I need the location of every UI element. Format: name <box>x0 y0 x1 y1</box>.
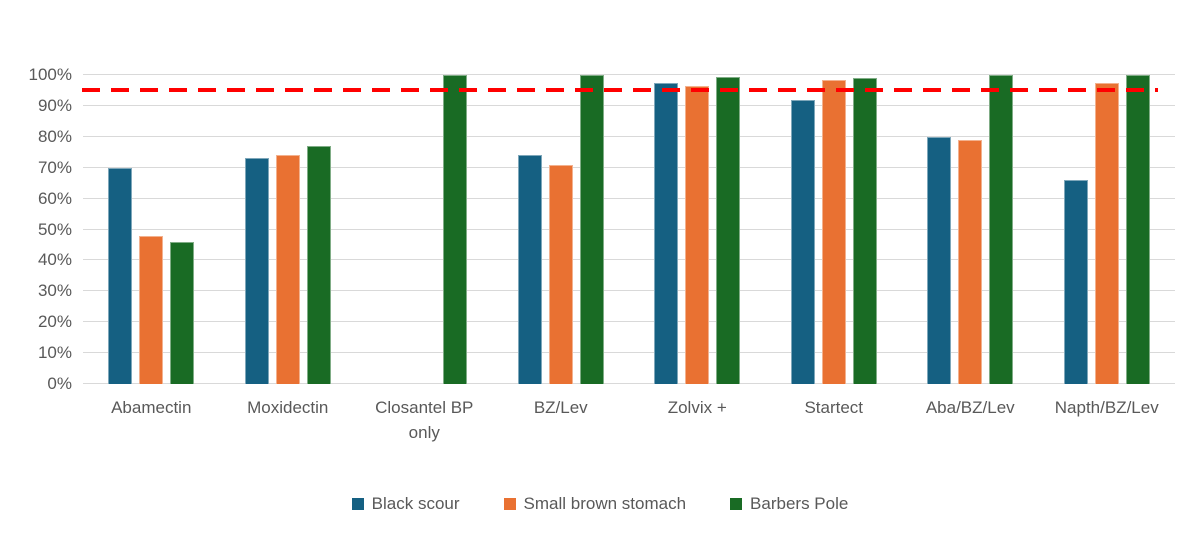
bar-group-startect <box>766 75 903 384</box>
legend-swatch-icon <box>730 498 743 510</box>
legend-swatch-icon <box>351 498 364 510</box>
bar-black-scour-aba-bz-lev <box>927 136 952 384</box>
legend-label: Small brown stomach <box>523 494 687 513</box>
bar-group-bz-lev <box>493 75 630 384</box>
legend-swatch-icon <box>503 498 516 510</box>
x-axis-label-closantel-bp-only: Closantel BP only <box>375 398 474 442</box>
bar-black-scour-startect <box>790 99 815 384</box>
x-cell: BZ/Lev <box>493 396 630 445</box>
gridline <box>83 135 1175 137</box>
gridline <box>83 74 1175 75</box>
y-axis: 0% 10% 20% 30% 40% 50% 60% 70% 80% 90% 100% <box>0 65 72 393</box>
gridline <box>83 383 1175 384</box>
bar-black-scour-bz-lev <box>517 155 542 384</box>
bar-group-abamectin <box>83 75 220 384</box>
x-axis-label-startect: Startect <box>804 398 864 417</box>
x-cell: Abamectin <box>83 396 220 445</box>
reference-line <box>82 88 1158 93</box>
bar-groups <box>83 75 1175 384</box>
y-tick-label: 80% <box>37 126 72 146</box>
bar-barbers-pole-closantel-bp-only <box>443 75 468 384</box>
legend: Black scour Small brown stomach Barbers Po… <box>0 494 1200 514</box>
x-axis-label-abamectin: Abamectin <box>111 398 192 417</box>
x-axis-label-napth-bz-lev: Napth/BZ/Lev <box>1054 398 1159 417</box>
y-tick-label: 70% <box>37 157 72 177</box>
bar-black-scour-zolvix <box>654 82 679 384</box>
bar-group-aba-bz-lev <box>902 75 1039 384</box>
x-cell: Napth/BZ/Lev <box>1039 396 1176 445</box>
x-axis-label-aba-bz-lev: Aba/BZ/Lev <box>925 398 1015 417</box>
legend-item-barbers-pole: Barbers Pole <box>730 494 848 514</box>
y-tick-label: 100% <box>28 65 72 84</box>
x-axis-label-moxidectin: Moxidectin <box>247 398 329 417</box>
bar-barbers-pole-aba-bz-lev <box>989 75 1014 384</box>
y-tick-label: 20% <box>37 312 72 332</box>
legend-label: Barbers Pole <box>750 494 849 513</box>
bar-barbers-pole-zolvix <box>716 76 741 384</box>
gridline <box>83 290 1175 292</box>
y-tick-label: 60% <box>37 188 72 208</box>
bar-small-brown-stomach-abamectin <box>139 235 164 384</box>
bar-small-brown-stomach-aba-bz-lev <box>958 139 983 384</box>
x-cell: Moxidectin <box>220 396 357 445</box>
x-cell: Startect <box>766 396 903 445</box>
x-axis-label-bz-lev: BZ/Lev <box>533 398 588 417</box>
x-axis-label-zolvix: Zolvix + <box>667 398 727 417</box>
bar-barbers-pole-moxidectin <box>306 146 331 384</box>
gridline <box>83 228 1175 230</box>
x-cell: Closantel BP only <box>356 396 493 445</box>
bar-barbers-pole-bz-lev <box>579 75 604 384</box>
bar-group-closantel-bp-only <box>356 75 493 384</box>
gridline <box>83 166 1175 168</box>
bar-small-brown-stomach-startect <box>821 79 846 384</box>
gridline <box>83 321 1175 323</box>
x-cell: Zolvix + <box>629 396 766 445</box>
legend-item-black-scour: Black scour <box>351 494 460 514</box>
y-tick-label: 30% <box>37 281 72 301</box>
gridline <box>83 259 1175 261</box>
gridline <box>83 104 1175 106</box>
x-cell: Aba/BZ/Lev <box>902 396 1039 445</box>
bar-group-zolvix <box>629 75 766 384</box>
bar-small-brown-stomach-napth-bz-lev <box>1094 82 1119 384</box>
bar-group-napth-bz-lev <box>1039 75 1176 384</box>
y-tick-label: 90% <box>37 95 72 115</box>
y-tick-label: 50% <box>37 219 72 239</box>
bar-black-scour-moxidectin <box>244 158 269 384</box>
gridline <box>83 197 1175 199</box>
bar-small-brown-stomach-moxidectin <box>275 155 300 384</box>
bar-black-scour-napth-bz-lev <box>1063 180 1088 384</box>
gridline <box>83 352 1175 354</box>
bar-barbers-pole-abamectin <box>170 241 195 384</box>
y-tick-label: 40% <box>37 250 72 270</box>
legend-item-small-brown-stomach: Small brown stomach <box>503 494 687 514</box>
bar-small-brown-stomach-bz-lev <box>548 164 573 384</box>
bar-small-brown-stomach-zolvix <box>685 85 710 384</box>
legend-label: Black scour <box>371 494 460 513</box>
bar-group-moxidectin <box>220 75 357 384</box>
plot-area <box>82 74 1175 384</box>
bar-black-scour-abamectin <box>108 167 133 384</box>
bar-barbers-pole-napth-bz-lev <box>1125 75 1150 384</box>
x-axis: Abamectin Moxidectin Closantel BP only BZ/L… <box>83 396 1175 445</box>
y-tick-label: 10% <box>37 343 72 363</box>
bar-barbers-pole-startect <box>852 78 877 384</box>
y-tick-label: 0% <box>47 374 72 393</box>
